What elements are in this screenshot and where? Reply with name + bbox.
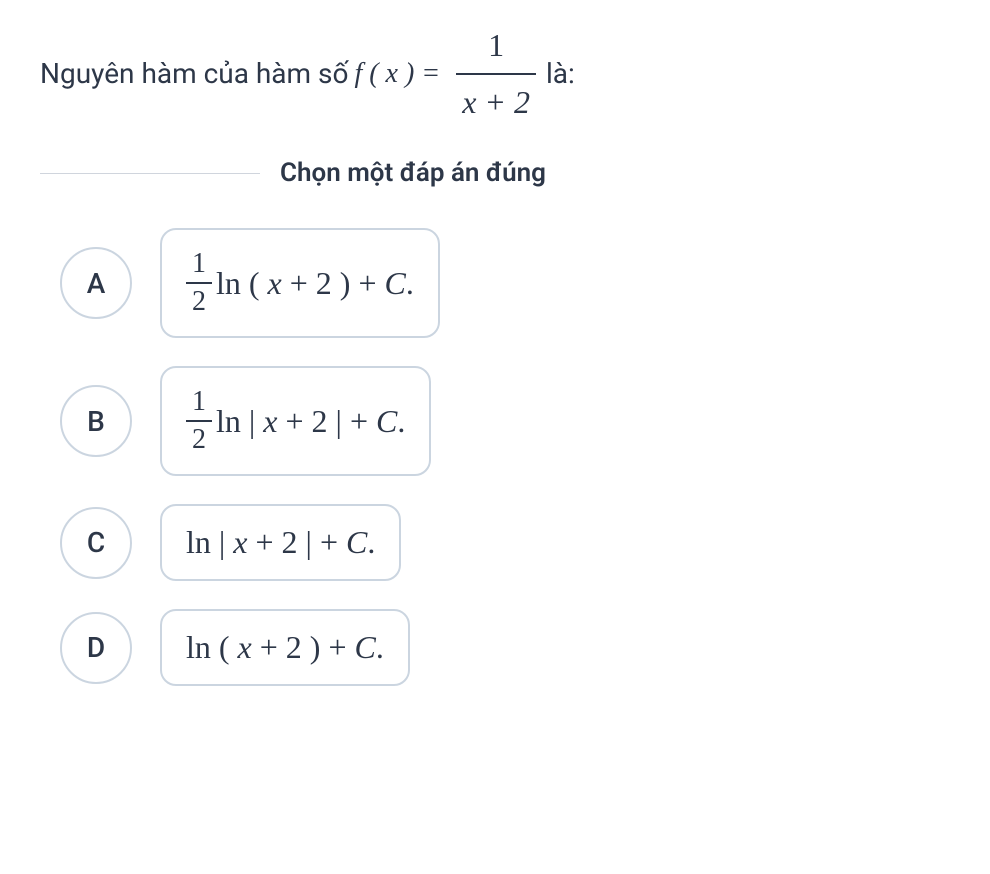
option-c-content[interactable]: ln | x + 2 | + C. <box>160 504 401 581</box>
option-a-fraction-num: 1 <box>186 248 212 282</box>
option-d-letter[interactable]: D <box>60 612 132 684</box>
option-a-content[interactable]: 1 2 ln ( x + 2 ) + C. <box>160 228 440 338</box>
option-a-row: A 1 2 ln ( x + 2 ) + C. <box>60 228 950 338</box>
option-c-row: C ln | x + 2 | + C. <box>60 504 950 581</box>
option-b-fraction-den: 2 <box>186 420 212 456</box>
divider-line <box>40 173 260 174</box>
option-a-letter[interactable]: A <box>60 247 132 319</box>
option-b-fraction: 1 2 <box>186 386 212 456</box>
question-text: Nguyên hàm của hàm số f ( x ) = 1 x + 2 … <box>40 20 950 128</box>
instruction-row: Chọn một đáp án đúng <box>40 158 950 188</box>
option-b-content[interactable]: 1 2 ln | x + 2 | + C. <box>160 366 431 476</box>
function-notation: f ( x ) = <box>354 52 440 97</box>
options-container: A 1 2 ln ( x + 2 ) + C. B 1 2 ln | x + 2… <box>40 228 950 686</box>
option-b-fraction-num: 1 <box>186 386 212 420</box>
fraction-numerator: 1 <box>482 20 510 73</box>
option-d-content[interactable]: ln ( x + 2 ) + C. <box>160 609 410 686</box>
option-c-expression: ln | x + 2 | + C. <box>186 524 375 561</box>
option-b-letter[interactable]: B <box>60 385 132 457</box>
option-a-expression: ln ( x + 2 ) + C. <box>216 265 414 302</box>
question-suffix: là: <box>546 52 575 97</box>
option-a-fraction: 1 2 <box>186 248 212 318</box>
option-d-expression: ln ( x + 2 ) + C. <box>186 629 384 666</box>
instruction-text: Chọn một đáp án đúng <box>260 158 566 188</box>
option-c-letter[interactable]: C <box>60 507 132 579</box>
option-b-expression: ln | x + 2 | + C. <box>216 403 405 440</box>
option-b-row: B 1 2 ln | x + 2 | + C. <box>60 366 950 476</box>
option-a-fraction-den: 2 <box>186 282 212 318</box>
fraction-denominator: x + 2 <box>456 73 536 128</box>
option-d-row: D ln ( x + 2 ) + C. <box>60 609 950 686</box>
question-fraction: 1 x + 2 <box>456 20 536 128</box>
question-prefix: Nguyên hàm của hàm số <box>40 52 348 97</box>
